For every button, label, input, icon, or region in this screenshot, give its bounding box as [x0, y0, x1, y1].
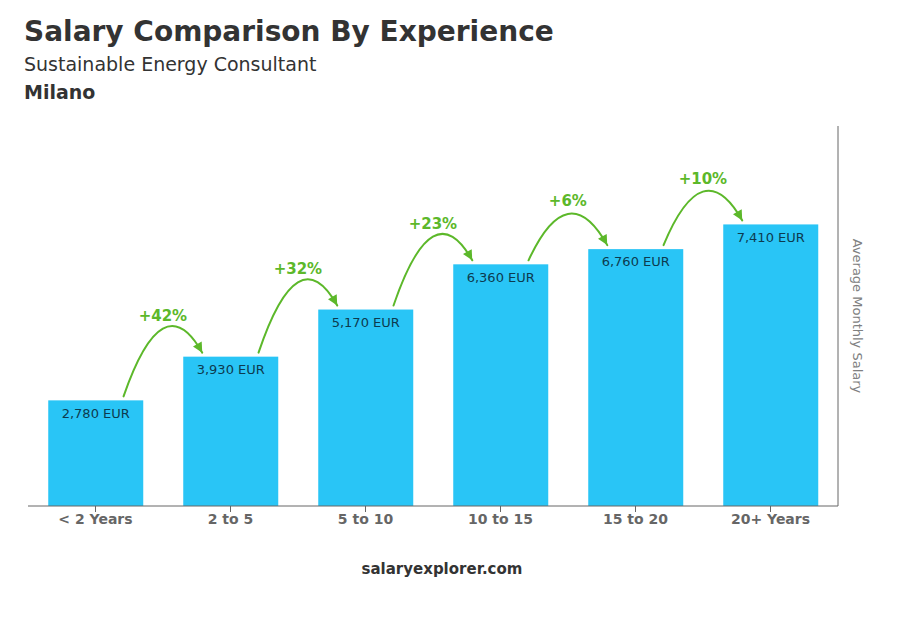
svg-text:10 to 15: 10 to 15 [468, 511, 533, 527]
svg-text:2,780 EUR: 2,780 EUR [62, 406, 130, 421]
svg-text:5 to 10: 5 to 10 [338, 511, 394, 527]
html-text:salaryexplorer.com: salaryexplorer.com [361, 560, 523, 578]
svg-text:2 to 5: 2 to 5 [208, 511, 254, 527]
svg-text:+42%: +42% [139, 307, 187, 325]
svg-text:6,760 EUR: 6,760 EUR [602, 254, 670, 269]
svg-text:5,170 EUR: 5,170 EUR [332, 315, 400, 330]
svg-text:+6%: +6% [549, 192, 587, 210]
svg-text:3,930 EUR: 3,930 EUR [197, 362, 265, 377]
svg-text:+10%: +10% [679, 170, 727, 188]
svg-text:Average Monthly Salary: Average Monthly Salary [850, 239, 865, 394]
html-text:Milano: Milano [24, 81, 96, 103]
svg-text:< 2 Years: < 2 Years [58, 511, 132, 527]
svg-text:6,360 EUR: 6,360 EUR [467, 270, 535, 285]
svg-text:20+ Years: 20+ Years [731, 511, 810, 527]
svg-text:+23%: +23% [409, 215, 457, 233]
svg-text:7,410 EUR: 7,410 EUR [737, 230, 805, 245]
html-text:Salary Comparison By Experienc: Salary Comparison By Experience [24, 15, 554, 48]
svg-text:15 to 20: 15 to 20 [603, 511, 668, 527]
html-text:Sustainable Energy Consultant: Sustainable Energy Consultant [24, 53, 317, 75]
svg-text:+32%: +32% [274, 260, 322, 278]
